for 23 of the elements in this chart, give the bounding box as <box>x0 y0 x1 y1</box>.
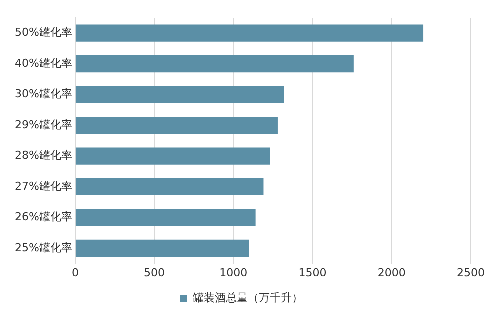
x-tick-label: 0 <box>72 266 79 280</box>
bar <box>76 56 354 73</box>
y-tick-label: 29%罐化率 <box>14 118 72 132</box>
bar <box>76 148 270 165</box>
bar <box>76 86 284 104</box>
legend-label: 罐装酒总量（万千升） <box>192 291 303 304</box>
bar <box>76 24 424 42</box>
y-tick-label: 27%罐化率 <box>14 180 72 193</box>
y-tick-label: 40%罐化率 <box>14 56 72 70</box>
y-tick-label: 30%罐化率 <box>14 88 72 101</box>
bar <box>76 178 264 196</box>
x-tick-label: 500 <box>144 266 166 280</box>
y-tick-label: 26%罐化率 <box>14 210 72 224</box>
x-tick-label: 2500 <box>457 266 485 280</box>
x-tick-label: 1500 <box>298 266 327 280</box>
y-tick-label: 28%罐化率 <box>14 149 72 162</box>
bar <box>76 116 278 134</box>
x-tick-label: 1000 <box>220 266 248 280</box>
x-tick-label: 2000 <box>378 266 406 280</box>
y-tick-label: 50%罐化率 <box>14 26 72 40</box>
bar <box>76 240 250 258</box>
y-tick-label: 25%罐化率 <box>14 241 72 254</box>
bar <box>76 209 256 226</box>
